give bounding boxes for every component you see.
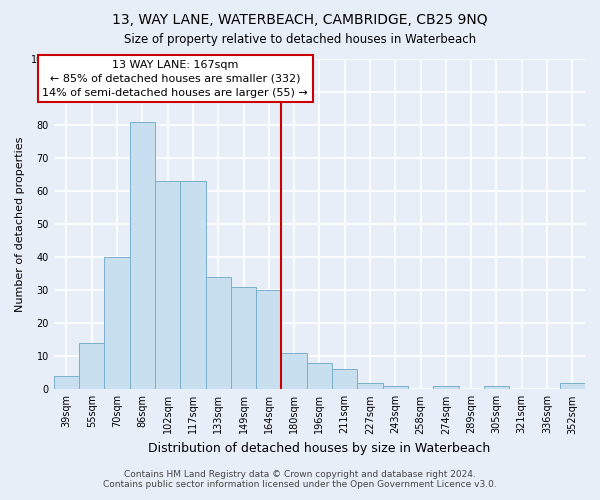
Bar [281, 353, 307, 390]
Bar [231, 287, 256, 390]
Bar [484, 386, 509, 390]
Text: 13, WAY LANE, WATERBEACH, CAMBRIDGE, CB25 9NQ: 13, WAY LANE, WATERBEACH, CAMBRIDGE, CB2… [112, 12, 488, 26]
Bar [79, 343, 104, 390]
Text: Contains HM Land Registry data © Crown copyright and database right 2024.
Contai: Contains HM Land Registry data © Crown c… [103, 470, 497, 489]
Text: 13 WAY LANE: 167sqm
← 85% of detached houses are smaller (332)
14% of semi-detac: 13 WAY LANE: 167sqm ← 85% of detached ho… [43, 60, 308, 98]
Bar [104, 257, 130, 390]
Bar [130, 122, 155, 390]
Bar [155, 181, 180, 390]
Bar [332, 370, 358, 390]
Bar [560, 382, 585, 390]
Bar [307, 363, 332, 390]
Bar [433, 386, 458, 390]
Bar [358, 382, 383, 390]
Bar [180, 181, 206, 390]
Bar [54, 376, 79, 390]
Y-axis label: Number of detached properties: Number of detached properties [15, 136, 25, 312]
Bar [383, 386, 408, 390]
Bar [256, 290, 281, 390]
X-axis label: Distribution of detached houses by size in Waterbeach: Distribution of detached houses by size … [148, 442, 491, 455]
Bar [206, 277, 231, 390]
Text: Size of property relative to detached houses in Waterbeach: Size of property relative to detached ho… [124, 32, 476, 46]
